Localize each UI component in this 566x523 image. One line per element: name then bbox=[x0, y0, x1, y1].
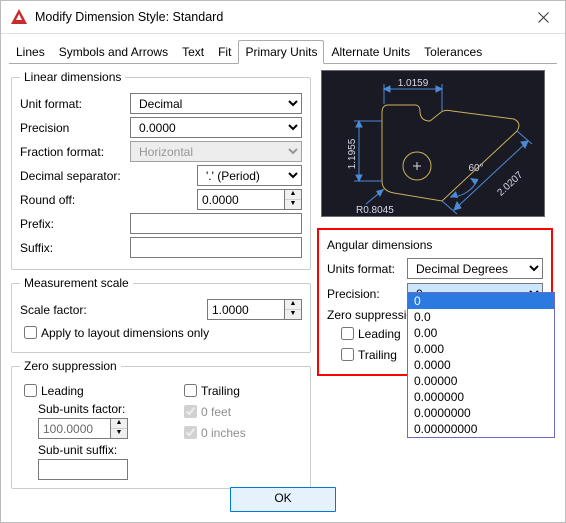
dimension-preview: 1.0159 1.1955 bbox=[321, 70, 545, 217]
scale-factor-label: Scale factor: bbox=[20, 303, 150, 317]
preview-dim-top-text: 1.0159 bbox=[398, 78, 429, 89]
suffix-input[interactable] bbox=[130, 237, 302, 258]
angular-format-select[interactable]: Decimal Degrees bbox=[407, 258, 543, 279]
preview-dim-left-text: 1.1955 bbox=[347, 138, 358, 169]
dialog-buttons: OK bbox=[1, 487, 565, 512]
dropdown-item[interactable]: 0.00 bbox=[408, 325, 554, 341]
tab-row: Lines Symbols and Arrows Text Fit Primar… bbox=[1, 34, 565, 64]
angular-zero-trailing-label: Trailing bbox=[358, 348, 397, 362]
subunits-factor-spinner: ▲ ▼ bbox=[111, 418, 128, 439]
zero-leading-label: Leading bbox=[41, 384, 84, 398]
prefix-label: Prefix: bbox=[20, 217, 130, 231]
tab-text[interactable]: Text bbox=[175, 40, 211, 64]
decimal-separator-label: Decimal separator: bbox=[20, 169, 130, 183]
zero-feet-label: 0 feet bbox=[201, 405, 231, 419]
tab-primary-units[interactable]: Primary Units bbox=[238, 40, 324, 64]
autocad-logo-icon bbox=[9, 7, 29, 27]
unit-format-label: Unit format: bbox=[20, 97, 130, 111]
close-button[interactable] bbox=[521, 1, 565, 33]
dialog-title: Modify Dimension Style: Standard bbox=[35, 10, 223, 24]
zero-trailing-checkbox[interactable] bbox=[184, 384, 197, 397]
spinner-up-icon[interactable]: ▲ bbox=[285, 300, 301, 310]
linear-dimensions-legend: Linear dimensions bbox=[20, 70, 125, 84]
preview-radius-text: R0.8045 bbox=[356, 205, 394, 216]
apply-layout-label: Apply to layout dimensions only bbox=[41, 326, 209, 340]
round-off-label: Round off: bbox=[20, 193, 130, 207]
dropdown-item[interactable]: 0.0 bbox=[408, 309, 554, 325]
decimal-separator-select[interactable]: '.' (Period) bbox=[197, 165, 302, 186]
zero-inches-checkbox bbox=[184, 426, 197, 439]
subunits-factor-input bbox=[38, 418, 111, 439]
tab-lines[interactable]: Lines bbox=[9, 40, 52, 64]
angular-format-label: Units format: bbox=[327, 262, 407, 276]
left-column: Linear dimensions Unit format: Decimal P… bbox=[11, 70, 311, 495]
zero-trailing-label: Trailing bbox=[201, 384, 240, 398]
preview-angle-text: 60° bbox=[468, 163, 483, 174]
spinner-down-icon[interactable]: ▼ bbox=[285, 310, 301, 319]
linear-dimensions-group: Linear dimensions Unit format: Decimal P… bbox=[11, 70, 311, 270]
suffix-label: Suffix: bbox=[20, 241, 130, 255]
precision-label: Precision bbox=[20, 121, 130, 135]
round-off-spinner[interactable]: ▲ ▼ bbox=[285, 189, 302, 210]
angular-precision-dropdown[interactable]: 0 0.0 0.00 0.000 0.0000 0.00000 0.000000… bbox=[407, 292, 555, 438]
close-icon bbox=[538, 12, 549, 23]
apply-layout-checkbox[interactable] bbox=[24, 326, 37, 339]
dialog-window: Modify Dimension Style: Standard Lines S… bbox=[0, 0, 566, 523]
zero-leading-checkbox[interactable] bbox=[24, 384, 37, 397]
round-off-input[interactable] bbox=[197, 189, 285, 210]
subunit-suffix-input bbox=[38, 459, 128, 480]
zero-inches-label: 0 inches bbox=[201, 426, 246, 440]
measurement-scale-legend: Measurement scale bbox=[20, 276, 133, 290]
dropdown-item[interactable]: 0.00000000 bbox=[408, 421, 554, 437]
zero-suppression-group: Zero suppression Leading Sub-units facto… bbox=[11, 359, 311, 489]
unit-format-select[interactable]: Decimal bbox=[130, 93, 302, 114]
angular-precision-label: Precision: bbox=[327, 287, 407, 301]
dropdown-item[interactable]: 0.000 bbox=[408, 341, 554, 357]
dropdown-item[interactable]: 0.000000 bbox=[408, 389, 554, 405]
scale-factor-spinner[interactable]: ▲ ▼ bbox=[285, 299, 302, 320]
dropdown-item[interactable]: 0.0000000 bbox=[408, 405, 554, 421]
spinner-up-icon[interactable]: ▲ bbox=[285, 190, 301, 200]
spinner-down-icon[interactable]: ▼ bbox=[285, 200, 301, 209]
dialog-content: Linear dimensions Unit format: Decimal P… bbox=[1, 64, 565, 495]
zero-suppression-legend: Zero suppression bbox=[20, 359, 121, 373]
angular-dimensions-legend: Angular dimensions bbox=[327, 238, 543, 252]
subunit-suffix-label: Sub-unit suffix: bbox=[38, 443, 180, 457]
spinner-up-icon: ▲ bbox=[111, 419, 127, 429]
tab-symbols-arrows[interactable]: Symbols and Arrows bbox=[52, 40, 175, 64]
dropdown-item[interactable]: 0.0000 bbox=[408, 357, 554, 373]
angular-zero-trailing-checkbox[interactable] bbox=[341, 348, 354, 361]
scale-factor-input[interactable] bbox=[207, 299, 285, 320]
measurement-scale-group: Measurement scale Scale factor: ▲ ▼ bbox=[11, 276, 311, 353]
tab-alternate-units[interactable]: Alternate Units bbox=[324, 40, 417, 64]
subunits-factor-label: Sub-units factor: bbox=[38, 402, 180, 416]
fraction-format-select: Horizontal bbox=[130, 141, 302, 162]
tab-fit[interactable]: Fit bbox=[211, 40, 238, 64]
prefix-input[interactable] bbox=[130, 213, 302, 234]
spinner-down-icon: ▼ bbox=[111, 429, 127, 438]
titlebar: Modify Dimension Style: Standard bbox=[1, 1, 565, 34]
angular-zero-leading-checkbox[interactable] bbox=[341, 327, 354, 340]
precision-select[interactable]: 0.0000 bbox=[130, 117, 302, 138]
dropdown-item[interactable]: 0 bbox=[408, 293, 554, 309]
angular-zero-leading-label: Leading bbox=[358, 327, 401, 341]
zero-feet-checkbox bbox=[184, 405, 197, 418]
ok-button[interactable]: OK bbox=[230, 487, 336, 512]
right-column: 1.0159 1.1955 bbox=[321, 70, 555, 495]
fraction-format-label: Fraction format: bbox=[20, 145, 130, 159]
preview-svg: 1.0159 1.1955 bbox=[322, 71, 544, 216]
tab-tolerances[interactable]: Tolerances bbox=[417, 40, 489, 64]
dropdown-item[interactable]: 0.00000 bbox=[408, 373, 554, 389]
